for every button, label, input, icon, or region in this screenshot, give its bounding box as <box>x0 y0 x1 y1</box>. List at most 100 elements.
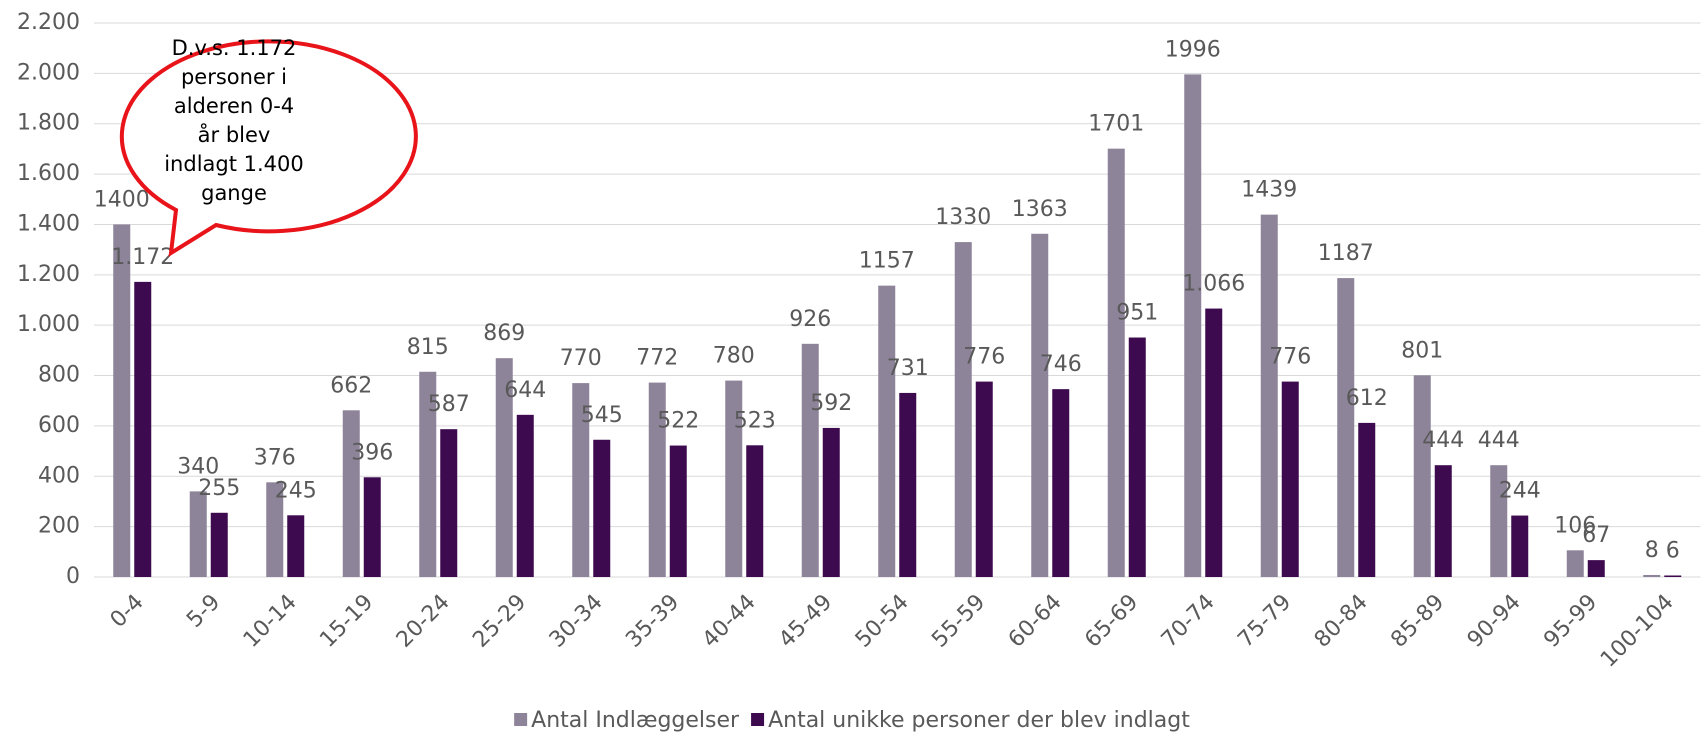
data-label: 1439 <box>1241 178 1297 203</box>
bar <box>363 477 381 577</box>
bar <box>878 285 896 577</box>
data-label: 776 <box>1269 345 1311 370</box>
data-label: 6 <box>1666 538 1680 563</box>
data-label: 801 <box>1401 338 1443 363</box>
y-tick-label: 400 <box>38 463 80 488</box>
y-tick-label: 0 <box>66 564 80 589</box>
y-tick-label: 1.800 <box>17 111 80 136</box>
x-tick-label: 30-34 <box>545 590 608 653</box>
data-label: 1363 <box>1012 197 1068 222</box>
x-tick-label: 75-79 <box>1233 590 1296 653</box>
data-label: 1.066 <box>1182 272 1245 297</box>
data-label: 8 <box>1645 538 1659 563</box>
bar <box>1566 550 1584 577</box>
data-label: 1400 <box>94 187 150 212</box>
bar <box>516 414 534 577</box>
bar <box>495 358 513 577</box>
bar <box>1337 278 1355 577</box>
x-tick-label: 40-44 <box>698 590 761 653</box>
bar <box>113 224 131 578</box>
data-label: 587 <box>428 392 470 417</box>
callout-bubble <box>119 39 418 257</box>
bar <box>287 515 305 577</box>
x-tick-label: 15-19 <box>315 590 378 653</box>
data-label: 815 <box>407 335 449 360</box>
data-label: 1330 <box>935 205 991 230</box>
bar <box>899 392 917 577</box>
bar <box>648 382 666 577</box>
bar <box>1205 308 1223 577</box>
data-label: 926 <box>789 307 831 332</box>
annotation: år blev <box>198 122 271 147</box>
bar <box>593 439 611 577</box>
data-label: 772 <box>636 346 678 371</box>
data-label: 1157 <box>859 249 915 274</box>
x-tick-label: 80-84 <box>1310 590 1373 653</box>
legend-swatch <box>751 713 765 726</box>
data-label: 244 <box>1499 479 1541 504</box>
y-tick-label: 1.600 <box>17 161 80 186</box>
y-tick-label: 2.200 <box>17 10 80 35</box>
bar <box>725 380 743 577</box>
data-label: 869 <box>483 321 525 346</box>
data-label: 255 <box>198 476 240 501</box>
x-tick-label: 90-94 <box>1463 590 1526 653</box>
x-tick-label: 20-24 <box>392 590 455 653</box>
x-tick-label: 60-64 <box>1004 590 1067 653</box>
callout: D.v.s. 1.172 personer i alderen 0-4 år blev… <box>119 36 418 257</box>
data-label: 522 <box>657 409 699 434</box>
bar <box>1031 233 1049 577</box>
annotation: alderen 0-4 <box>174 94 294 118</box>
data-label: 523 <box>734 408 776 433</box>
data-label: 444 <box>1422 428 1464 453</box>
y-tick-label: 200 <box>38 514 80 539</box>
data-label: 1187 <box>1318 241 1374 266</box>
legend-swatch <box>514 713 528 726</box>
data-label: 746 <box>1040 352 1082 377</box>
bar <box>1511 515 1529 577</box>
bar <box>189 491 207 577</box>
data-label: 1.172 <box>111 245 174 270</box>
bar <box>440 429 458 577</box>
data-label: 731 <box>887 356 929 381</box>
y-tick-label: 1.200 <box>17 262 80 287</box>
data-label: 106 <box>1554 513 1596 538</box>
data-label: 644 <box>504 378 546 403</box>
x-tick-label: 35-39 <box>621 590 684 653</box>
x-tick-label: 65-69 <box>1080 590 1143 653</box>
bar <box>266 482 284 577</box>
bar <box>1281 381 1299 577</box>
bar <box>342 410 360 577</box>
bar <box>1184 74 1202 577</box>
y-tick-label: 1.000 <box>17 312 80 337</box>
x-tick-label: 55-59 <box>927 590 990 653</box>
data-label: 444 <box>1478 428 1520 453</box>
bar <box>1128 337 1146 577</box>
data-label: 951 <box>1116 301 1158 326</box>
annotation: personer i <box>181 65 287 89</box>
bar <box>1107 148 1125 577</box>
bar <box>669 445 687 577</box>
bar <box>134 281 152 577</box>
data-label: 545 <box>581 403 623 428</box>
data-label: 67 <box>1582 523 1610 548</box>
y-tick-label: 600 <box>38 413 80 438</box>
bar <box>419 371 437 577</box>
bar <box>1260 214 1278 577</box>
bar <box>1052 389 1070 577</box>
legend-label: Antal unikke personer der blev indlagt <box>768 708 1190 733</box>
data-label: 770 <box>560 346 602 371</box>
data-label: 662 <box>330 373 372 398</box>
legend: Antal Indlæggelser Antal unikke personer … <box>514 708 1190 733</box>
legend-label: Antal Indlæggelser <box>531 708 740 733</box>
y-tick-label: 800 <box>38 363 80 388</box>
bar <box>1358 422 1376 577</box>
bar <box>822 427 840 577</box>
data-label: 592 <box>810 391 852 416</box>
data-label: 612 <box>1346 386 1388 411</box>
data-label: 1996 <box>1165 37 1221 62</box>
x-tick-label: 100-104 <box>1596 590 1679 673</box>
x-tick-label: 70-74 <box>1157 590 1220 653</box>
bar <box>1643 574 1661 577</box>
